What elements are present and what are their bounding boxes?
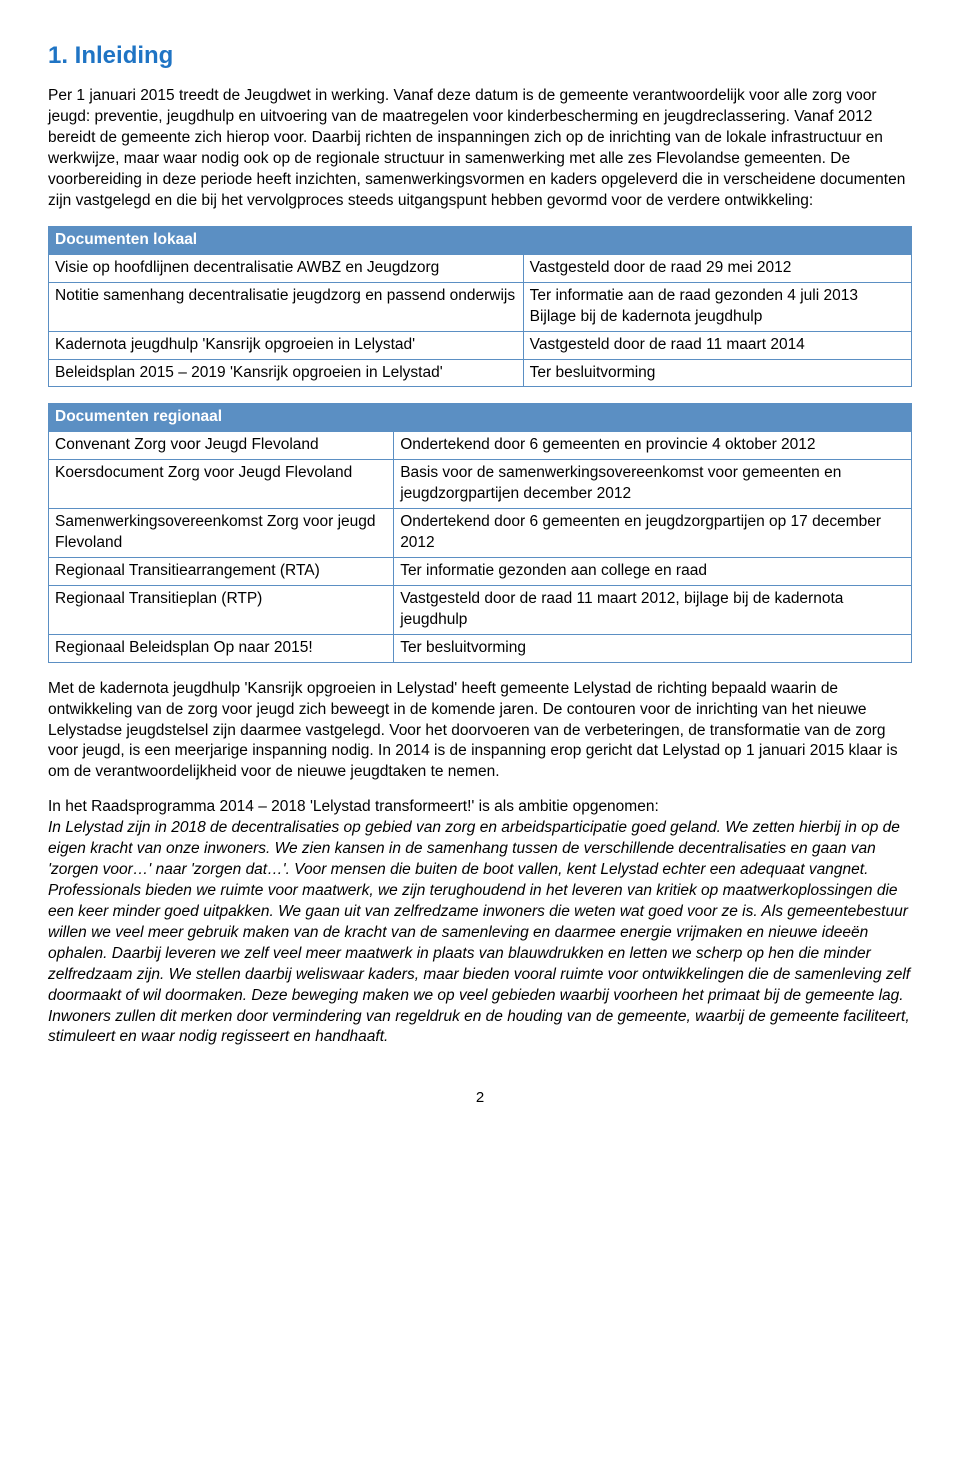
table-cell: Ondertekend door 6 gemeenten en jeugdzor… [394,509,912,558]
table-header-cell: Documenten lokaal [49,226,524,254]
table-cell: Convenant Zorg voor Jeugd Flevoland [49,432,394,460]
table-cell: Koersdocument Zorg voor Jeugd Flevoland [49,460,394,509]
table-cell: Ter besluitvorming [394,634,912,662]
table-cell: Basis voor de samenwerkingsovereenkomst … [394,460,912,509]
table-documenten-regionaal: Documenten regionaal Convenant Zorg voor… [48,403,912,662]
table-row: Kadernota jeugdhulp 'Kansrijk opgroeien … [49,331,912,359]
table-cell: Ter informatie aan de raad gezonden 4 ju… [523,282,911,331]
table-header-cell-empty [523,226,911,254]
table-cell: Vastgesteld door de raad 11 maart 2012, … [394,585,912,634]
table-cell: Notitie samenhang decentralisatie jeugdz… [49,282,524,331]
table-header-row: Documenten regionaal [49,404,912,432]
page-number: 2 [48,1088,912,1108]
table-row: Beleidsplan 2015 – 2019 'Kansrijk opgroe… [49,359,912,387]
table-cell: Samenwerkingsovereenkomst Zorg voor jeug… [49,509,394,558]
table-cell: Ter besluitvorming [523,359,911,387]
table-row: Samenwerkingsovereenkomst Zorg voor jeug… [49,509,912,558]
raadsprogramma-paragraph: In het Raadsprogramma 2014 – 2018 'Lelys… [48,797,912,1048]
table-header-cell-empty [394,404,912,432]
intro-paragraph: Per 1 januari 2015 treedt de Jeugdwet in… [48,86,912,212]
table-row: Regionaal Transitieplan (RTP) Vastgestel… [49,585,912,634]
table-header-cell: Documenten regionaal [49,404,394,432]
table-cell: Regionaal Beleidsplan Op naar 2015! [49,634,394,662]
table-cell: Ondertekend door 6 gemeenten en provinci… [394,432,912,460]
table-cell: Vastgesteld door de raad 29 mei 2012 [523,254,911,282]
raadsprogramma-lead: In het Raadsprogramma 2014 – 2018 'Lelys… [48,798,659,815]
kadernota-paragraph: Met de kadernota jeugdhulp 'Kansrijk opg… [48,679,912,784]
table-documenten-lokaal: Documenten lokaal Visie op hoofdlijnen d… [48,226,912,388]
table-cell: Vastgesteld door de raad 11 maart 2014 [523,331,911,359]
table-cell: Regionaal Transitieplan (RTP) [49,585,394,634]
table-cell: Visie op hoofdlijnen decentralisatie AWB… [49,254,524,282]
table-row: Visie op hoofdlijnen decentralisatie AWB… [49,254,912,282]
heading-inleiding: 1. Inleiding [48,40,912,72]
raadsprogramma-quote: In Lelystad zijn in 2018 de decentralisa… [48,819,910,1045]
table-row: Notitie samenhang decentralisatie jeugdz… [49,282,912,331]
table-row: Regionaal Transitiearrangement (RTA) Ter… [49,557,912,585]
table-row: Regionaal Beleidsplan Op naar 2015! Ter … [49,634,912,662]
table-row: Koersdocument Zorg voor Jeugd Flevoland … [49,460,912,509]
table-cell: Beleidsplan 2015 – 2019 'Kansrijk opgroe… [49,359,524,387]
table-row: Convenant Zorg voor Jeugd Flevoland Onde… [49,432,912,460]
table-cell: Regionaal Transitiearrangement (RTA) [49,557,394,585]
table-cell: Ter informatie gezonden aan college en r… [394,557,912,585]
table-header-row: Documenten lokaal [49,226,912,254]
table-cell: Kadernota jeugdhulp 'Kansrijk opgroeien … [49,331,524,359]
